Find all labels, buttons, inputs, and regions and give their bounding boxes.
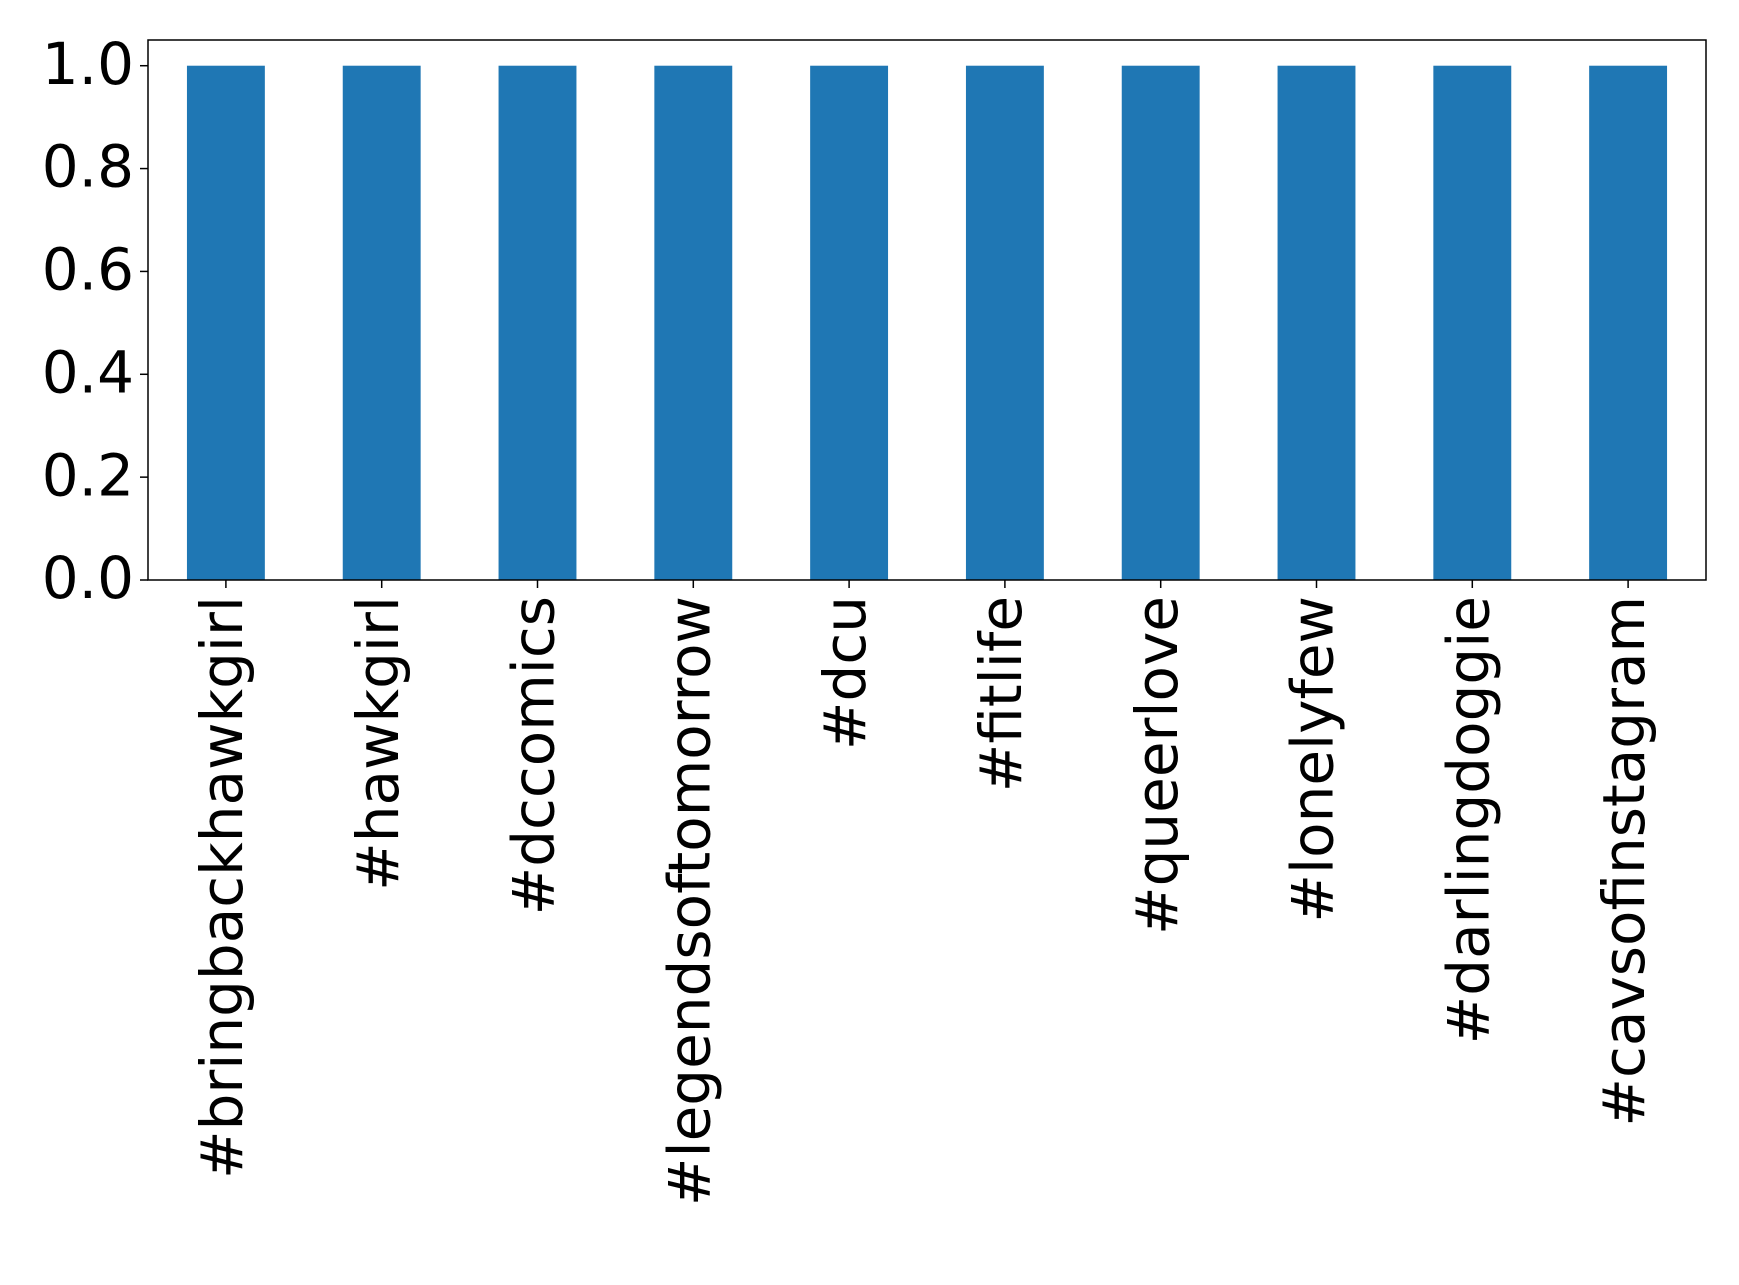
y-tick-label: 1.0 [42, 30, 134, 98]
bar [186, 65, 265, 580]
x-tick-label: #dccomics [500, 596, 568, 915]
y-tick-label: 0.4 [42, 338, 134, 406]
y-tick-label: 0.6 [42, 236, 134, 304]
bar [965, 65, 1044, 580]
bar [1277, 65, 1356, 580]
bar [1433, 65, 1512, 580]
bar [654, 65, 733, 580]
x-tick-label: #legendsoftomorrow [655, 596, 723, 1206]
x-tick-label: #dcu [811, 596, 879, 750]
x-tick-label: #lonelyfew [1279, 596, 1347, 923]
x-tick-label: #darlingdoggie [1434, 596, 1502, 1044]
x-tick-label: #fitlife [967, 596, 1035, 792]
x-tick-label: #cavsofinstagram [1590, 596, 1658, 1127]
bar [498, 65, 577, 580]
x-tick-label: #queerlove [1123, 596, 1191, 935]
bar [810, 65, 889, 580]
y-tick-label: 0.2 [42, 441, 134, 509]
bar [342, 65, 421, 580]
plot-frame [147, 39, 1707, 581]
bar [1121, 65, 1200, 580]
y-tick-label: 0.8 [42, 133, 134, 201]
x-tick-label: #hawkgirl [344, 596, 412, 891]
x-tick-label: #bringbackhawkgirl [188, 596, 256, 1179]
y-tick-label: 0.0 [42, 544, 134, 612]
bar [1589, 65, 1668, 580]
